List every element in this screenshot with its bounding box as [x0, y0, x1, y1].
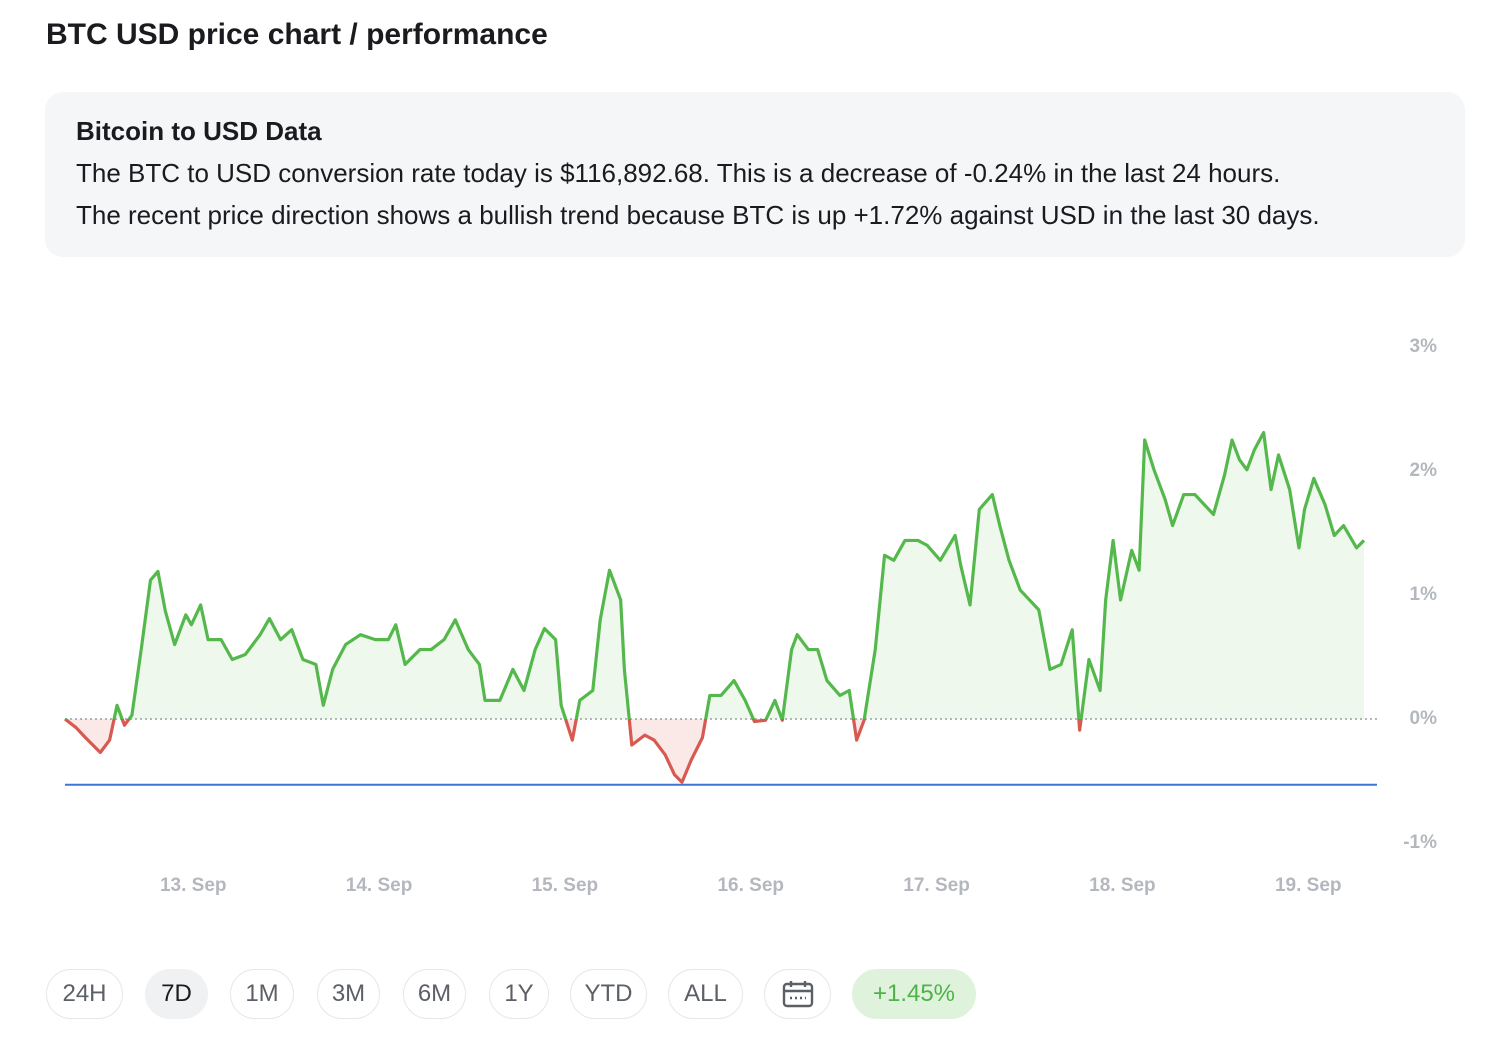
range-button[interactable]: 1M — [230, 969, 294, 1019]
x-tick-label: 18. Sep — [1089, 875, 1156, 896]
chart: -1% 0% 1% 2% 3% 13. Sep 14. Sep 15. Sep 16. Sep 1… — [64, 336, 1438, 896]
page-title: BTC USD price chart / performance — [46, 18, 548, 51]
info-line: The recent price direction shows a bulli… — [76, 200, 1320, 230]
y-tick-label: 2% — [1410, 460, 1438, 481]
calendar-button[interactable] — [764, 969, 831, 1019]
info-box: Bitcoin to USD Data The BTC to USD conve… — [45, 92, 1465, 257]
y-tick-label: 3% — [1410, 336, 1438, 357]
range-button[interactable]: 7D — [145, 969, 208, 1019]
x-tick-label: 16. Sep — [717, 875, 784, 896]
x-tick-label: 14. Sep — [346, 875, 413, 896]
range-button[interactable]: 6M — [403, 969, 466, 1019]
y-tick-label: -1% — [1403, 832, 1437, 853]
calendar-icon — [782, 981, 813, 1008]
y-tick-label: 1% — [1410, 584, 1438, 605]
x-tick-label: 15. Sep — [532, 875, 599, 896]
info-line: The BTC to USD conversion rate today is … — [76, 158, 1281, 188]
range-button[interactable]: 1Y — [489, 969, 549, 1019]
price-line-positive — [65, 430, 1366, 719]
x-tick-label: 19. Sep — [1275, 875, 1342, 896]
info-title: Bitcoin to USD Data — [76, 116, 322, 146]
range-button[interactable]: 24H — [46, 969, 123, 1019]
x-tick-label: 17. Sep — [903, 875, 970, 896]
range-button[interactable]: ALL — [668, 969, 743, 1019]
area-positive — [65, 432, 1364, 719]
range-button[interactable]: 3M — [317, 969, 380, 1019]
x-tick-label: 13. Sep — [160, 875, 227, 896]
range-button[interactable]: YTD — [570, 969, 647, 1019]
change-chip: +1.45% — [852, 969, 976, 1019]
y-tick-label: 0% — [1410, 708, 1438, 729]
